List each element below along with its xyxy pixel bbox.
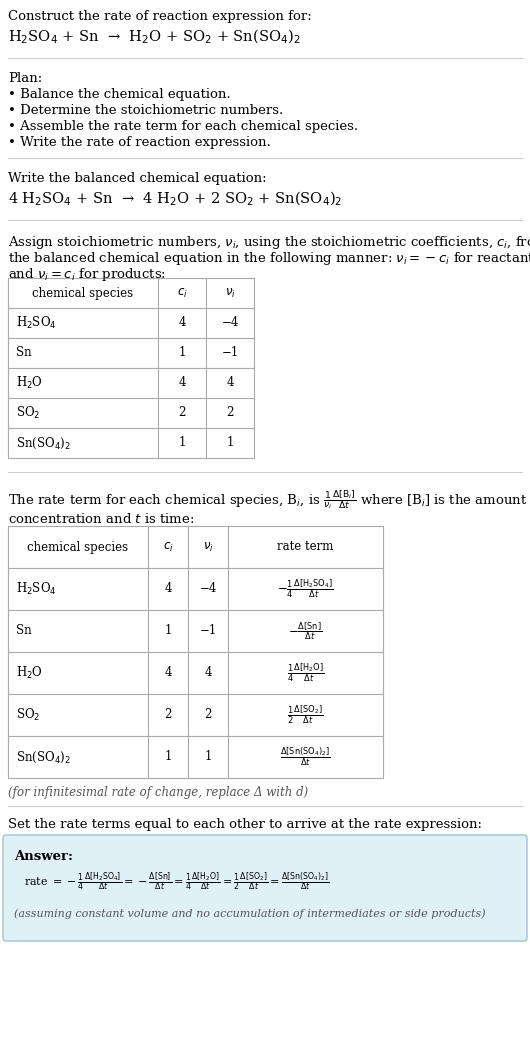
Text: Set the rate terms equal to each other to arrive at the rate expression:: Set the rate terms equal to each other t… xyxy=(8,818,482,831)
Text: Write the balanced chemical equation:: Write the balanced chemical equation: xyxy=(8,172,267,185)
Text: Answer:: Answer: xyxy=(14,850,73,863)
Text: (assuming constant volume and no accumulation of intermediates or side products): (assuming constant volume and no accumul… xyxy=(14,908,485,918)
Text: 2: 2 xyxy=(164,708,172,722)
Text: 2: 2 xyxy=(226,407,234,419)
Text: 1: 1 xyxy=(178,436,186,450)
Text: 2: 2 xyxy=(204,708,211,722)
Text: and $\nu_i = c_i$ for products:: and $\nu_i = c_i$ for products: xyxy=(8,266,166,283)
Text: chemical species: chemical species xyxy=(28,541,129,553)
Text: 2: 2 xyxy=(178,407,186,419)
Text: • Balance the chemical equation.: • Balance the chemical equation. xyxy=(8,88,231,101)
Text: 4: 4 xyxy=(178,317,186,329)
Text: • Write the rate of reaction expression.: • Write the rate of reaction expression. xyxy=(8,136,271,149)
Text: rate $= -\frac{1}{4}\frac{\Delta[\mathrm{H_2SO_4}]}{\Delta t} = -\frac{\Delta[\m: rate $= -\frac{1}{4}\frac{\Delta[\mathrm… xyxy=(24,870,329,893)
FancyBboxPatch shape xyxy=(3,835,527,941)
Text: $c_i$: $c_i$ xyxy=(163,541,173,553)
Text: chemical species: chemical species xyxy=(32,287,134,299)
Text: H$_2$SO$_4$ + Sn  →  H$_2$O + SO$_2$ + Sn(SO$_4$)$_2$: H$_2$SO$_4$ + Sn → H$_2$O + SO$_2$ + Sn(… xyxy=(8,28,301,46)
Text: Sn: Sn xyxy=(16,624,32,637)
Text: H$_2$SO$_4$: H$_2$SO$_4$ xyxy=(16,315,57,331)
Text: H$_2$O: H$_2$O xyxy=(16,374,43,391)
Text: • Assemble the rate term for each chemical species.: • Assemble the rate term for each chemic… xyxy=(8,120,358,133)
Text: 4 H$_2$SO$_4$ + Sn  →  4 H$_2$O + 2 SO$_2$ + Sn(SO$_4$)$_2$: 4 H$_2$SO$_4$ + Sn → 4 H$_2$O + 2 SO$_2$… xyxy=(8,190,342,208)
Text: 1: 1 xyxy=(164,624,172,637)
Text: rate term: rate term xyxy=(277,541,334,553)
Text: concentration and $t$ is time:: concentration and $t$ is time: xyxy=(8,511,195,526)
Text: $\frac{1}{2}\frac{\Delta[\mathrm{SO_2}]}{\Delta t}$: $\frac{1}{2}\frac{\Delta[\mathrm{SO_2}]}… xyxy=(287,704,324,726)
Text: $\nu_i$: $\nu_i$ xyxy=(202,541,214,553)
Text: −1: −1 xyxy=(199,624,217,637)
Text: 4: 4 xyxy=(226,377,234,389)
Text: 1: 1 xyxy=(178,346,186,360)
Text: 1: 1 xyxy=(204,750,211,764)
Text: 4: 4 xyxy=(178,377,186,389)
Text: $\frac{\Delta[\mathrm{Sn(SO_4)_2}]}{\Delta t}$: $\frac{\Delta[\mathrm{Sn(SO_4)_2}]}{\Del… xyxy=(280,746,331,768)
Text: 1: 1 xyxy=(226,436,234,450)
Text: Sn(SO$_4$)$_2$: Sn(SO$_4$)$_2$ xyxy=(16,749,70,765)
Text: $c_i$: $c_i$ xyxy=(176,287,188,299)
Text: Plan:: Plan: xyxy=(8,72,42,85)
Text: SO$_2$: SO$_2$ xyxy=(16,707,40,723)
Text: −4: −4 xyxy=(222,317,238,329)
Text: H$_2$SO$_4$: H$_2$SO$_4$ xyxy=(16,581,57,597)
Text: Sn: Sn xyxy=(16,346,32,360)
Text: $-\frac{\Delta[\mathrm{Sn}]}{\Delta t}$: $-\frac{\Delta[\mathrm{Sn}]}{\Delta t}$ xyxy=(288,620,323,642)
Text: (for infinitesimal rate of change, replace Δ with d): (for infinitesimal rate of change, repla… xyxy=(8,786,308,799)
Text: $\frac{1}{4}\frac{\Delta[\mathrm{H_2O}]}{\Delta t}$: $\frac{1}{4}\frac{\Delta[\mathrm{H_2O}]}… xyxy=(287,662,324,684)
Text: Assign stoichiometric numbers, $\nu_i$, using the stoichiometric coefficients, $: Assign stoichiometric numbers, $\nu_i$, … xyxy=(8,234,530,251)
Text: 4: 4 xyxy=(164,583,172,595)
Text: Construct the rate of reaction expression for:: Construct the rate of reaction expressio… xyxy=(8,10,312,23)
Text: the balanced chemical equation in the following manner: $\nu_i = -c_i$ for react: the balanced chemical equation in the fo… xyxy=(8,250,530,267)
Text: $-\frac{1}{4}\frac{\Delta[\mathrm{H_2SO_4}]}{\Delta t}$: $-\frac{1}{4}\frac{\Delta[\mathrm{H_2SO_… xyxy=(277,577,334,600)
Text: H$_2$O: H$_2$O xyxy=(16,665,43,681)
Text: −4: −4 xyxy=(199,583,217,595)
Text: Sn(SO$_4$)$_2$: Sn(SO$_4$)$_2$ xyxy=(16,435,70,451)
Text: 1: 1 xyxy=(164,750,172,764)
Text: • Determine the stoichiometric numbers.: • Determine the stoichiometric numbers. xyxy=(8,104,283,117)
Text: −1: −1 xyxy=(222,346,238,360)
Text: 4: 4 xyxy=(164,666,172,680)
Text: The rate term for each chemical species, B$_i$, is $\frac{1}{\nu_i}\frac{\Delta[: The rate term for each chemical species,… xyxy=(8,488,527,510)
Text: $\nu_i$: $\nu_i$ xyxy=(225,287,235,299)
Text: 4: 4 xyxy=(204,666,212,680)
Text: SO$_2$: SO$_2$ xyxy=(16,405,40,422)
